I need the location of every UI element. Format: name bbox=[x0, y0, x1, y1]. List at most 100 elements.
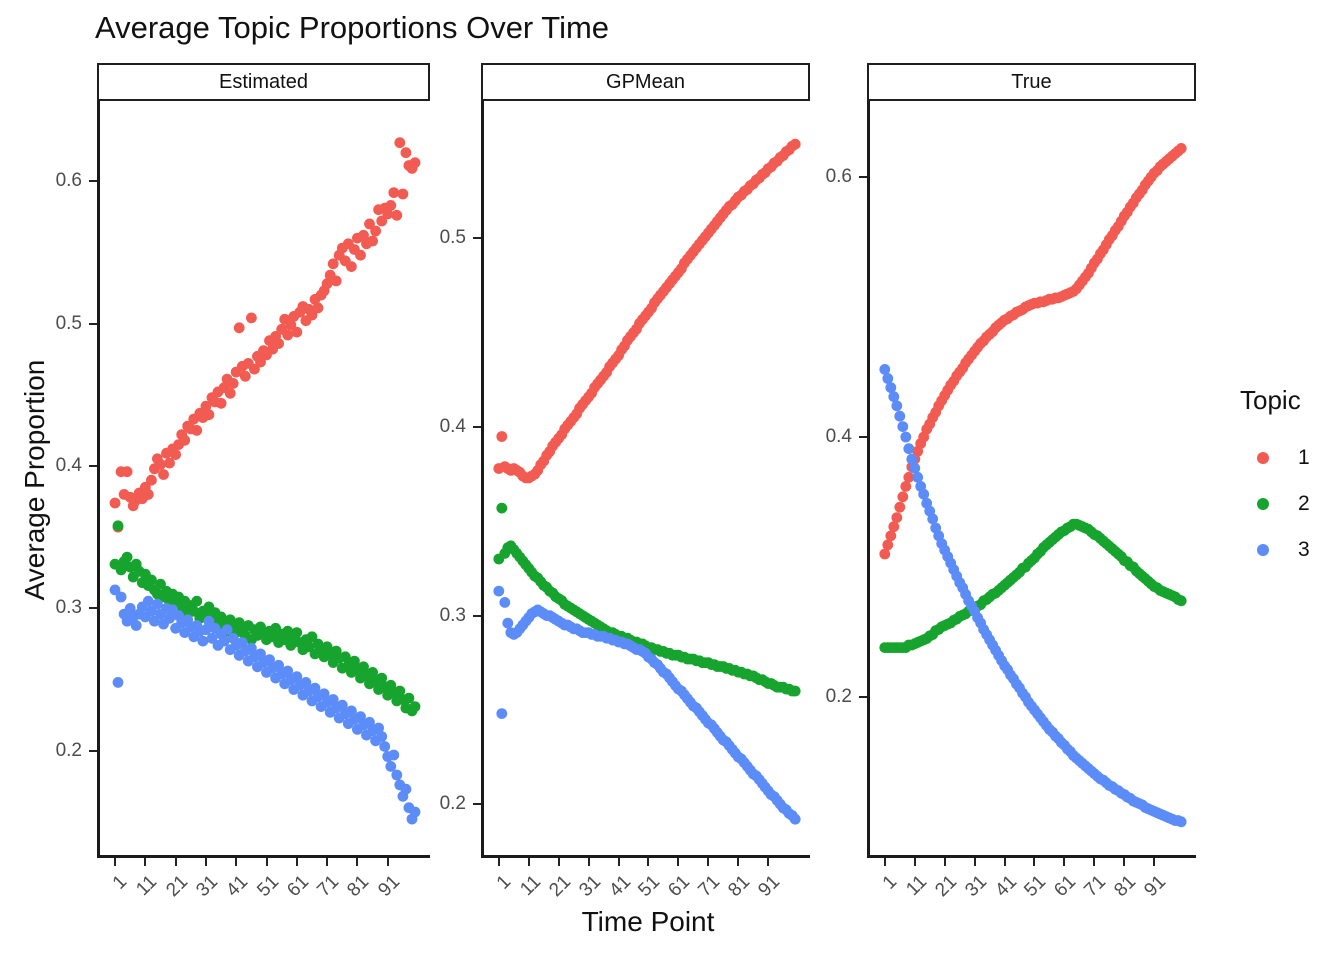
data-point-topic-3 bbox=[376, 731, 388, 742]
x-tick-mark bbox=[677, 858, 680, 866]
data-point-topic-3 bbox=[206, 632, 218, 644]
data-point-topic-1 bbox=[170, 449, 181, 460]
x-axis-line-estimated bbox=[97, 855, 430, 858]
data-point-topic-1 bbox=[312, 302, 324, 314]
data-point-topic-3 bbox=[373, 722, 384, 734]
data-point-topic-3 bbox=[164, 612, 175, 624]
data-point-topic-3 bbox=[918, 488, 930, 500]
data-point-topic-3 bbox=[388, 749, 400, 761]
data-point-topic-1 bbox=[385, 200, 397, 211]
y-tick-label: 0.2 bbox=[825, 686, 852, 708]
x-tick-mark bbox=[144, 858, 147, 866]
x-tick-mark bbox=[1153, 858, 1156, 866]
data-point-topic-3 bbox=[897, 421, 909, 432]
data-point-topic-3 bbox=[273, 659, 284, 671]
data-point-topic-1 bbox=[282, 329, 294, 341]
data-point-topic-3 bbox=[391, 769, 403, 781]
data-point-topic-3 bbox=[200, 624, 212, 636]
data-point-topic-3 bbox=[149, 615, 160, 627]
facet-strip-gpmean: GPMean bbox=[481, 63, 810, 101]
data-point-topic-3 bbox=[888, 391, 900, 403]
data-point-topic-2 bbox=[306, 631, 318, 643]
data-point-topic-1 bbox=[897, 491, 909, 503]
data-point-topic-3 bbox=[789, 813, 801, 825]
legend-title: Topic bbox=[1240, 385, 1301, 415]
y-tick-mark bbox=[473, 237, 481, 240]
data-point-topic-3 bbox=[409, 806, 421, 818]
x-tick-mark bbox=[737, 858, 740, 866]
y-tick-mark bbox=[473, 614, 481, 617]
data-point-topic-1 bbox=[158, 469, 169, 480]
x-tick-mark bbox=[114, 858, 116, 866]
scatter-panel-estimated bbox=[109, 137, 421, 825]
data-point-topic-1 bbox=[370, 225, 381, 237]
data-point-topic-1 bbox=[224, 387, 236, 399]
x-axis-title: Time Point bbox=[581, 906, 715, 937]
y-tick-label: 0.4 bbox=[825, 426, 852, 448]
data-point-topic-2 bbox=[358, 661, 369, 673]
y-tick-label: 0.3 bbox=[439, 604, 466, 626]
data-point-topic-3 bbox=[203, 615, 215, 627]
data-point-topic-1 bbox=[355, 249, 366, 261]
chart-title: Average Topic Proportions Over Time bbox=[95, 10, 610, 45]
y-tick-label: 0.4 bbox=[55, 454, 82, 476]
data-point-topic-1 bbox=[388, 187, 400, 198]
y-tick-mark bbox=[89, 180, 97, 183]
data-point-topic-3 bbox=[1175, 816, 1187, 828]
y-tick-label: 0.2 bbox=[439, 793, 466, 815]
data-point-topic-3 bbox=[124, 603, 136, 614]
y-tick-mark bbox=[473, 803, 481, 806]
data-point-topic-1 bbox=[882, 539, 894, 551]
x-tick-mark bbox=[326, 858, 329, 866]
data-point-topic-1 bbox=[400, 147, 412, 159]
data-point-topic-1 bbox=[246, 312, 257, 324]
data-point-topic-3 bbox=[255, 648, 266, 660]
y-tick-label: 0.2 bbox=[55, 739, 82, 761]
data-point-topic-3 bbox=[912, 471, 924, 483]
data-point-topic-1 bbox=[409, 157, 421, 169]
data-point-topic-1 bbox=[327, 258, 339, 270]
data-point-topic-1 bbox=[888, 521, 900, 533]
data-point-topic-1 bbox=[146, 474, 157, 486]
data-point-topic-1 bbox=[903, 471, 915, 483]
data-point-topic-3 bbox=[355, 711, 366, 722]
data-point-topic-1 bbox=[879, 548, 891, 560]
x-tick-mark bbox=[647, 858, 650, 866]
data-point-topic-3 bbox=[903, 443, 915, 455]
x-tick-mark bbox=[557, 858, 560, 866]
x-tick-mark bbox=[1063, 858, 1066, 866]
data-point-topic-1 bbox=[249, 363, 260, 375]
data-point-topic-3 bbox=[882, 373, 894, 384]
data-point-topic-2 bbox=[496, 502, 508, 514]
data-point-topic-3 bbox=[146, 605, 157, 617]
legend-label: 2 bbox=[1298, 492, 1310, 515]
scatter-panel-true bbox=[879, 143, 1187, 828]
data-point-topic-3 bbox=[400, 783, 412, 795]
data-point-topic-1 bbox=[203, 409, 215, 421]
data-point-topic-1 bbox=[306, 309, 318, 321]
y-tick-mark bbox=[89, 464, 97, 467]
data-point-topic-1 bbox=[364, 218, 375, 230]
data-point-topic-2 bbox=[394, 685, 406, 697]
y-tick-label: 0.6 bbox=[55, 170, 82, 192]
data-point-topic-3 bbox=[309, 682, 321, 694]
data-point-topic-1 bbox=[391, 209, 403, 221]
scatter-panel-gpmean bbox=[493, 138, 801, 825]
data-point-topic-1 bbox=[239, 370, 251, 382]
data-point-topic-2 bbox=[155, 578, 166, 590]
data-point-topic-2 bbox=[121, 551, 133, 563]
x-tick-mark bbox=[1003, 858, 1006, 866]
x-tick-mark bbox=[235, 858, 238, 866]
y-axis-line-estimated bbox=[97, 101, 100, 858]
data-point-topic-1 bbox=[164, 457, 175, 469]
y-tick-label: 0.4 bbox=[439, 416, 466, 438]
data-point-topic-3 bbox=[291, 671, 303, 683]
data-point-topic-1 bbox=[142, 489, 154, 500]
data-point-topic-1 bbox=[346, 261, 357, 272]
data-point-topic-1 bbox=[285, 319, 297, 331]
legend-key-dot bbox=[1257, 544, 1269, 556]
data-point-topic-1 bbox=[1175, 143, 1187, 154]
y-tick-mark bbox=[89, 607, 97, 610]
data-point-topic-3 bbox=[112, 677, 124, 688]
data-point-topic-2 bbox=[146, 574, 157, 586]
